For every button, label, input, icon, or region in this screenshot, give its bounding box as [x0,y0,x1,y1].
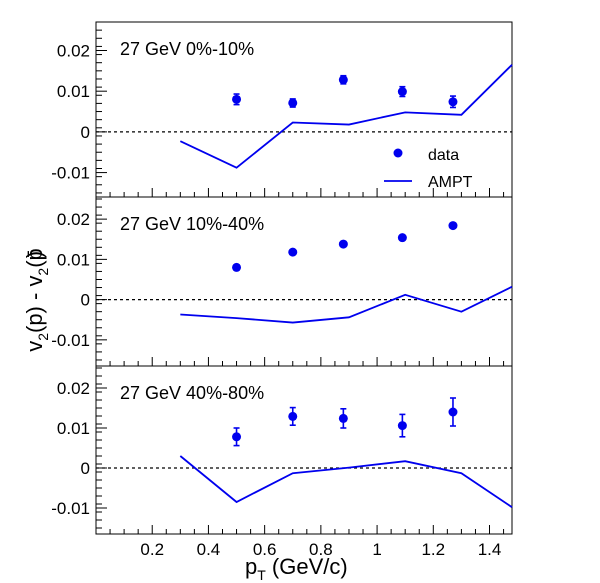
x-tick-label: 1 [372,540,381,559]
data-point [397,233,407,243]
data-point [448,407,458,417]
y-tick-label: 0 [81,459,90,478]
svg-text:pT (GeV/c): pT (GeV/c) [245,554,348,583]
panel-3: 0.02 0.01 0 -0.01 0.2 0.4 0.6 0.8 1 1.2 1.4 27 GeV … [51,365,513,559]
panel-frame [95,365,513,535]
x-axis-title: pT (GeV/c) [245,554,348,583]
y-tick-label: 0.01 [57,419,90,438]
x-tick-label: 0.8 [309,540,333,559]
legend-data-marker [393,148,403,158]
panel-1: 0.02 0.01 0 -0.01 27 GeV 0%-10% data AMPT [51,21,513,198]
y-tick-label: -0.01 [51,499,90,518]
y-tick-label: 0.01 [57,82,90,101]
panel-label: 27 GeV 10%-40% [120,214,264,234]
data-point [397,421,407,431]
ampt-line [180,285,513,324]
data-point [338,239,348,249]
legend-ampt-label: AMPT [428,174,473,191]
data-point [448,221,458,231]
y-tick-label: 0.02 [57,41,90,60]
data-point [448,97,458,107]
data-point [338,75,348,85]
svg-text:v2(p) - v2(p̄): v2(p) - v2(p̄) [22,248,51,352]
data-point [232,432,242,442]
panel-label: 27 GeV 0%-10% [120,39,254,59]
legend: data AMPT [384,147,473,191]
data-point [288,98,298,108]
ampt-line [179,455,513,508]
y-tick-label: -0.01 [51,164,90,183]
data-point [288,411,298,421]
y-tick-label: 0.02 [57,379,90,398]
y-tick-label: 0 [81,291,90,310]
y-tick-label: 0.02 [57,210,90,229]
data-point [232,262,242,272]
x-tick-label: 1.4 [478,540,502,559]
y-tick-label: 0.01 [57,250,90,269]
x-tick-label: 0.2 [140,540,164,559]
data-point [232,94,242,104]
legend-data-label: data [428,147,459,164]
y-tick-label: 0 [81,123,90,142]
panel-2: 0.02 0.01 0 -0.01 27 GeV 10%-40% [51,196,513,367]
ampt-line [179,64,513,169]
data-point [397,87,407,97]
x-tick-label: 0.4 [197,540,221,559]
x-tick-label: 1.2 [421,540,445,559]
y-tick-label: -0.01 [51,331,90,350]
data-point [338,413,348,423]
y-axis-title: v2(p) - v2(p̄) [22,248,51,352]
data-point [288,247,298,257]
x-tick-label: 0.6 [253,540,277,559]
panel-label: 27 GeV 40%-80% [120,383,264,403]
